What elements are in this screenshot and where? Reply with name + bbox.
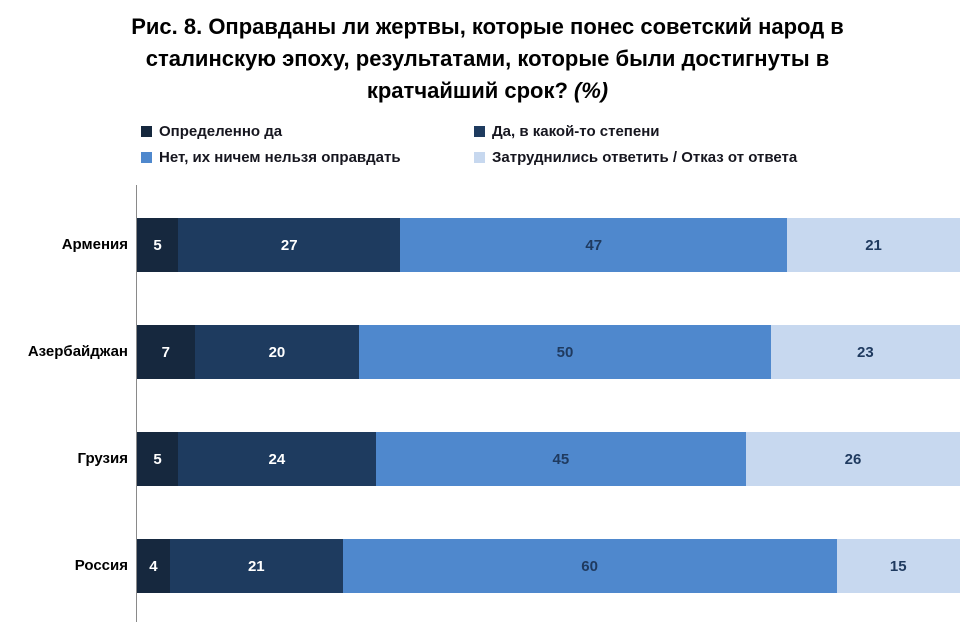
- y-axis-line: [136, 185, 137, 622]
- legend-swatch-icon: [474, 126, 485, 137]
- legend-swatch-icon: [141, 126, 152, 137]
- segment-value-label: 26: [844, 450, 862, 468]
- segment-value-label: 21: [247, 557, 265, 575]
- category-labels: Армения Азербайджан Грузия Россия: [0, 0, 128, 634]
- legend-swatch-icon: [141, 152, 152, 163]
- category-label: Азербайджан: [27, 343, 128, 360]
- bar-segment: 26: [746, 432, 960, 486]
- legend-item-0: Определенно да: [141, 123, 474, 140]
- bar-segment: 7: [137, 325, 195, 379]
- segment-value-label: 15: [889, 557, 907, 575]
- bar-segment: 23: [770, 325, 960, 379]
- bar-segment: 15: [836, 539, 960, 593]
- category-label: Россия: [74, 557, 128, 574]
- segment-value-label: 4: [149, 557, 158, 575]
- bar-segment: 21: [169, 539, 343, 593]
- legend-label: Определенно да: [159, 123, 283, 140]
- segment-value-label: 7: [161, 343, 170, 361]
- bar-row: 4 21 60 15: [137, 539, 960, 593]
- segment-value-label: 45: [552, 450, 570, 468]
- legend-label: Затруднились ответить / Отказ от ответа: [492, 149, 798, 166]
- segment-value-label: 24: [268, 450, 286, 468]
- bar-segment: 60: [342, 539, 837, 593]
- chart-title-line2: сталинскую эпоху, результатами, которые …: [145, 45, 830, 71]
- chart-title-line1: Рис. 8. Оправданы ли жертвы, которые пон…: [131, 14, 844, 39]
- bar-segment: 5: [137, 218, 179, 272]
- segment-value-label: 5: [153, 236, 162, 254]
- segment-value-label: 21: [865, 236, 882, 254]
- chart-title: Рис. 8. Оправданы ли жертвы, которые пон…: [78, 11, 898, 107]
- bar-segment: 47: [400, 218, 788, 272]
- bar-segment: 20: [194, 325, 360, 379]
- legend-item-3: Затруднились ответить / Отказ от ответа: [474, 149, 797, 166]
- bar-segment: 24: [178, 432, 376, 486]
- segment-value-label: 20: [268, 343, 286, 361]
- bar-segment: 50: [359, 325, 771, 379]
- bar-row: 5 24 45 26: [137, 432, 960, 486]
- segment-value-label: 50: [556, 343, 574, 361]
- segment-value-label: 60: [581, 557, 598, 575]
- bar-segment: 21: [787, 218, 960, 272]
- bar-segment: 45: [375, 432, 746, 486]
- legend-swatch-icon: [474, 152, 485, 163]
- segment-value-label: 23: [857, 343, 874, 361]
- chart-title-line3: кратчайший срок? (%): [366, 77, 609, 103]
- legend-label: Нет, их ничем нельзя оправдать: [159, 149, 401, 166]
- legend: Определенно да Да, в какой-то степени Нет,…: [141, 123, 797, 166]
- legend-label: Да, в какой-то степени: [492, 123, 660, 140]
- category-label: Грузия: [77, 450, 128, 467]
- bar-segment: 27: [178, 218, 401, 272]
- segment-value-label: 5: [153, 450, 162, 468]
- bars-area: 5 27 47 21 7 20 50 23 5 24 45 26 4 21 60 15: [137, 0, 960, 634]
- legend-item-1: Да, в какой-то степени: [474, 123, 797, 140]
- chart-title-percent-suffix: (%): [573, 77, 609, 103]
- bar-row: 7 20 50 23: [137, 325, 960, 379]
- category-label: Армения: [61, 236, 128, 253]
- segment-value-label: 27: [280, 236, 298, 254]
- bar-segment: 4: [137, 539, 170, 593]
- segment-value-label: 47: [585, 236, 603, 254]
- bar-segment: 5: [137, 432, 179, 486]
- bar-row: 5 27 47 21: [137, 218, 960, 272]
- legend-item-2: Нет, их ничем нельзя оправдать: [141, 149, 474, 166]
